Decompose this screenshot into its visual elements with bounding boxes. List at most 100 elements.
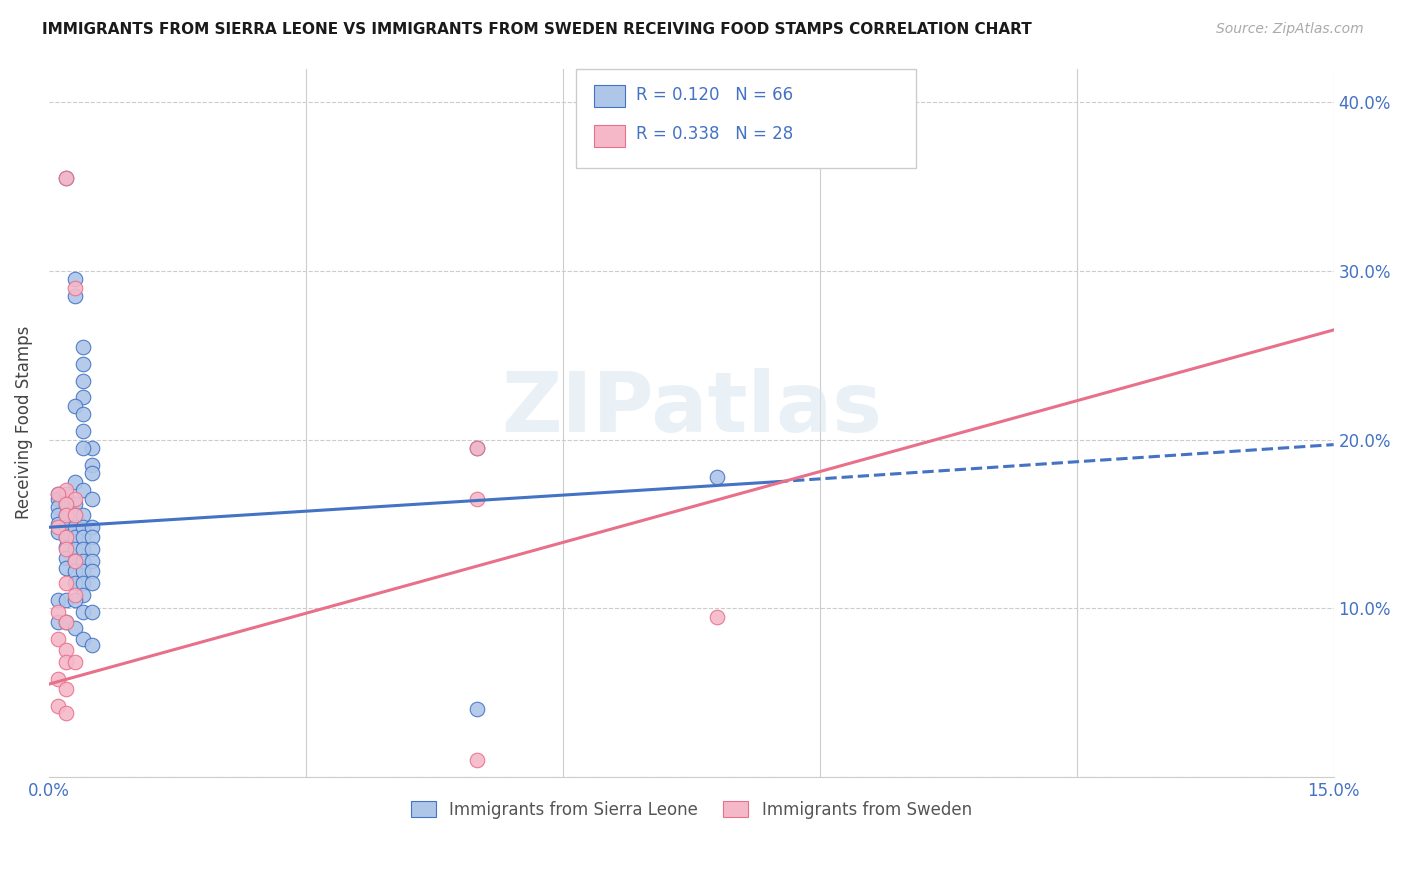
- Text: R = 0.120   N = 66: R = 0.120 N = 66: [636, 87, 793, 104]
- Point: [55, 550, 77, 565]
- Point: [465, 702, 488, 716]
- Point: [465, 441, 488, 455]
- Point: [63, 520, 86, 534]
- Point: [46, 592, 69, 607]
- Text: R = 0.338   N = 28: R = 0.338 N = 28: [636, 125, 793, 144]
- Point: [63, 475, 86, 489]
- FancyBboxPatch shape: [575, 69, 917, 168]
- Point: [72, 424, 94, 438]
- Point: [63, 592, 86, 607]
- Point: [80, 520, 103, 534]
- Point: [706, 469, 728, 483]
- Point: [63, 491, 86, 506]
- Point: [706, 609, 728, 624]
- Point: [465, 753, 488, 767]
- Point: [63, 281, 86, 295]
- Point: [55, 171, 77, 186]
- Point: [63, 530, 86, 544]
- Text: Source: ZipAtlas.com: Source: ZipAtlas.com: [1216, 22, 1364, 37]
- Point: [46, 500, 69, 514]
- Point: [72, 530, 94, 544]
- Point: [72, 564, 94, 578]
- Point: [55, 508, 77, 523]
- Point: [55, 542, 77, 557]
- Point: [46, 605, 69, 619]
- Point: [72, 575, 94, 590]
- Point: [63, 554, 86, 568]
- Point: [63, 497, 86, 511]
- Point: [80, 554, 103, 568]
- Text: IMMIGRANTS FROM SIERRA LEONE VS IMMIGRANTS FROM SWEDEN RECEIVING FOOD STAMPS COR: IMMIGRANTS FROM SIERRA LEONE VS IMMIGRAN…: [42, 22, 1032, 37]
- Legend: Immigrants from Sierra Leone, Immigrants from Sweden: Immigrants from Sierra Leone, Immigrants…: [405, 794, 979, 825]
- Point: [80, 605, 103, 619]
- Point: [80, 638, 103, 652]
- Point: [46, 520, 69, 534]
- Point: [72, 374, 94, 388]
- Point: [55, 497, 77, 511]
- Point: [55, 171, 77, 186]
- Point: [55, 530, 77, 544]
- Point: [72, 588, 94, 602]
- Point: [72, 508, 94, 523]
- Point: [80, 542, 103, 557]
- Point: [55, 541, 77, 555]
- Point: [55, 643, 77, 657]
- Point: [55, 706, 77, 720]
- Point: [46, 699, 69, 714]
- Point: [46, 615, 69, 629]
- Point: [46, 672, 69, 686]
- Point: [55, 615, 77, 629]
- Point: [63, 508, 86, 523]
- Point: [72, 407, 94, 421]
- Point: [72, 340, 94, 354]
- Point: [55, 592, 77, 607]
- Point: [63, 508, 86, 523]
- Point: [55, 615, 77, 629]
- Point: [55, 682, 77, 697]
- Point: [55, 520, 77, 534]
- Point: [80, 564, 103, 578]
- Point: [46, 508, 69, 523]
- Point: [63, 554, 86, 568]
- Point: [80, 530, 103, 544]
- Point: [63, 575, 86, 590]
- Point: [80, 458, 103, 472]
- Point: [55, 655, 77, 669]
- Point: [72, 483, 94, 498]
- Point: [72, 357, 94, 371]
- Point: [465, 491, 488, 506]
- Point: [72, 632, 94, 646]
- Point: [46, 486, 69, 500]
- Y-axis label: Receiving Food Stamps: Receiving Food Stamps: [15, 326, 32, 519]
- FancyBboxPatch shape: [593, 126, 624, 147]
- Point: [72, 520, 94, 534]
- Text: ZIPatlas: ZIPatlas: [501, 368, 882, 449]
- Point: [63, 399, 86, 413]
- Point: [55, 508, 77, 523]
- Point: [55, 575, 77, 590]
- Point: [55, 483, 77, 498]
- Point: [55, 497, 77, 511]
- Point: [80, 467, 103, 481]
- Point: [72, 391, 94, 405]
- Point: [46, 491, 69, 506]
- Point: [63, 542, 86, 557]
- Point: [63, 588, 86, 602]
- Point: [80, 575, 103, 590]
- Point: [80, 441, 103, 455]
- Point: [72, 605, 94, 619]
- Point: [46, 486, 69, 500]
- Point: [55, 530, 77, 544]
- Point: [46, 632, 69, 646]
- Point: [72, 441, 94, 455]
- Point: [55, 560, 77, 574]
- Point: [465, 441, 488, 455]
- Point: [63, 655, 86, 669]
- Point: [46, 516, 69, 531]
- Point: [72, 554, 94, 568]
- Point: [63, 564, 86, 578]
- Point: [63, 272, 86, 286]
- Point: [72, 542, 94, 557]
- Point: [80, 491, 103, 506]
- FancyBboxPatch shape: [593, 85, 624, 107]
